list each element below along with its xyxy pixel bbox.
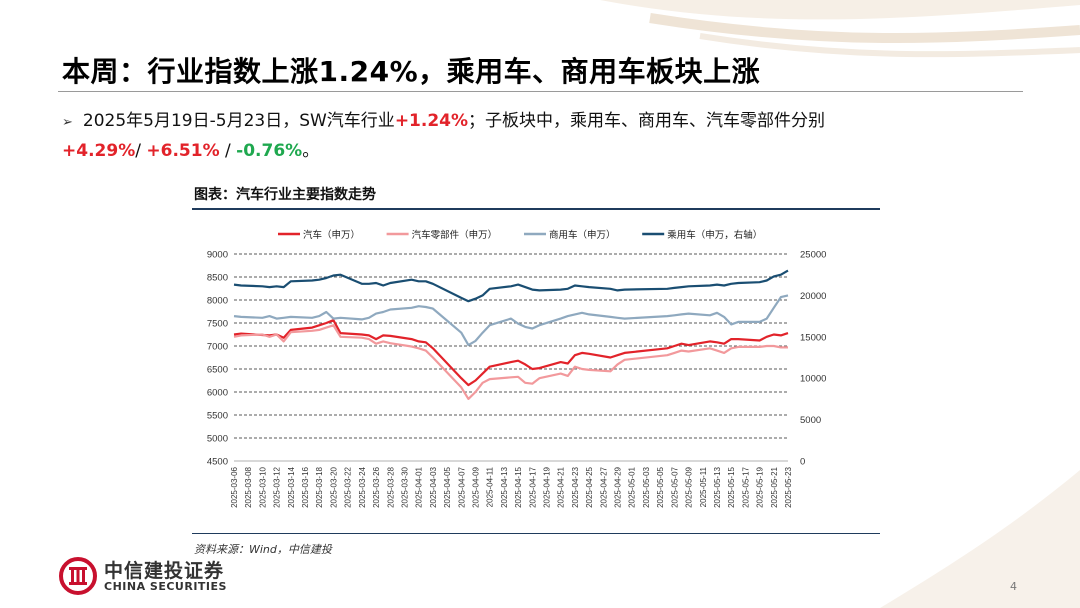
- legend-label: 汽车（申万）: [303, 229, 360, 241]
- x-axis: 2025-03-06 2025-03-08 2025-03-10 2025-03-12…: [230, 466, 793, 507]
- x-tick-label: 2025-04-05: [443, 466, 452, 507]
- series-line: [233, 324, 788, 400]
- y-left-tick-label: 6500: [207, 365, 228, 376]
- bullet-prefix: 2025年5月19日-5月23日，SW汽车行业: [82, 111, 395, 131]
- y-right-tick-label: 20000: [800, 291, 826, 302]
- separator-2: /: [219, 141, 237, 161]
- chart-caption: 图表：汽车行业主要指数走势: [194, 187, 376, 203]
- page-number: 4: [1010, 580, 1017, 593]
- y-left-tick-label: 8500: [207, 273, 228, 284]
- x-tick-label: 2025-04-25: [585, 466, 594, 507]
- x-tick-label: 2025-05-11: [699, 466, 708, 507]
- index-trend-chart: 汽车（申万） 汽车零部件（申万） 商用车（申万） 乘用车（申万，右轴） 4500 500…: [207, 229, 827, 508]
- x-tick-label: 2025-04-27: [599, 466, 608, 507]
- citic-logo-icon: [59, 557, 97, 595]
- x-tick-label: 2025-03-06: [230, 466, 239, 507]
- chart-legend: 汽车（申万） 汽车零部件（申万） 商用车（申万） 乘用车（申万，右轴）: [278, 229, 762, 241]
- y-left-tick-label: 4500: [207, 457, 228, 468]
- x-tick-label: 2025-05-01: [628, 466, 637, 507]
- legend-label: 汽车零部件（申万）: [412, 229, 498, 241]
- page-title: 本周：行业指数上涨1.24%，乘用车、商用车板块上涨: [62, 55, 761, 88]
- x-tick-label: 2025-04-21: [557, 466, 566, 507]
- separator-1: /: [135, 141, 147, 161]
- logo-text-en: CHINA SECURITIES: [104, 580, 227, 593]
- x-tick-label: 2025-03-12: [273, 466, 282, 507]
- x-tick-label: 2025-04-29: [614, 466, 623, 507]
- y-axis-left: 4500 5000 5500 6000 6500 7000 7500 8000 8500 9000: [207, 250, 228, 468]
- x-tick-label: 2025-04-11: [486, 466, 495, 507]
- x-tick-label: 2025-05-13: [713, 466, 722, 507]
- x-tick-label: 2025-05-23: [784, 466, 793, 507]
- x-tick-label: 2025-05-15: [727, 466, 736, 507]
- chart-series: [233, 269, 789, 400]
- parts-change: -0.76%: [236, 141, 303, 161]
- x-tick-label: 2025-04-17: [528, 466, 537, 507]
- x-tick-label: 2025-03-14: [287, 466, 296, 507]
- auto-index-change: +1.24%: [394, 111, 469, 131]
- bullet-suffix: 。: [302, 141, 320, 161]
- legend-label: 商用车（申万）: [549, 229, 616, 241]
- x-tick-label: 2025-04-03: [429, 466, 438, 507]
- logo-text-cn: 中信建投证券: [104, 560, 225, 582]
- x-tick-label: 2025-05-21: [770, 466, 779, 507]
- y-left-tick-label: 8000: [207, 296, 228, 307]
- y-right-tick-label: 0: [800, 457, 805, 468]
- x-tick-label: 2025-05-17: [741, 466, 750, 507]
- x-tick-label: 2025-05-07: [670, 466, 679, 507]
- x-tick-label: 2025-03-26: [372, 466, 381, 507]
- source-note: 资料来源：Wind，中信建投: [194, 543, 332, 556]
- x-tick-label: 2025-03-10: [258, 466, 267, 507]
- x-tick-label: 2025-04-13: [500, 466, 509, 507]
- y-right-tick-label: 5000: [800, 415, 821, 426]
- title-divider: [58, 91, 1023, 92]
- y-left-tick-label: 5500: [207, 411, 228, 422]
- x-tick-label: 2025-03-16: [301, 466, 310, 507]
- y-right-tick-label: 10000: [800, 374, 826, 385]
- legend-label: 乘用车（申万，右轴）: [667, 229, 762, 241]
- x-tick-label: 2025-04-19: [543, 466, 552, 507]
- x-tick-label: 2025-03-18: [315, 466, 324, 507]
- bullet-line-1: ➢ 2025年5月19日-5月23日，SW汽车行业+1.24%；子板块中，乘用车、…: [62, 106, 825, 131]
- x-tick-label: 2025-04-01: [415, 466, 424, 507]
- x-tick-label: 2025-03-30: [400, 466, 409, 507]
- y-left-tick-label: 7000: [207, 342, 228, 353]
- x-tick-label: 2025-05-19: [756, 466, 765, 507]
- series-line: [233, 294, 789, 347]
- x-tick-label: 2025-03-28: [386, 466, 395, 507]
- series-line: [233, 319, 789, 387]
- bullet-arrow-icon: ➢: [62, 115, 73, 130]
- y-right-tick-label: 15000: [800, 332, 826, 343]
- x-tick-label: 2025-05-05: [656, 466, 665, 507]
- x-tick-label: 2025-04-07: [457, 466, 466, 507]
- y-left-tick-label: 7500: [207, 319, 228, 330]
- y-right-tick-label: 25000: [800, 250, 826, 261]
- bullet-line-2: +4.29%/ +6.51% / -0.76%。: [62, 136, 319, 161]
- x-tick-label: 2025-05-03: [642, 466, 651, 507]
- passenger-change: +4.29%: [62, 141, 136, 161]
- x-tick-label: 2025-04-23: [571, 466, 580, 507]
- x-tick-label: 2025-03-24: [358, 466, 367, 507]
- commercial-change: +6.51%: [146, 141, 220, 161]
- y-axis-right: 0 5000 10000 15000 20000 25000: [800, 250, 826, 468]
- x-tick-label: 2025-04-09: [471, 466, 480, 507]
- chart-top-rule: [192, 208, 880, 210]
- x-tick-label: 2025-03-08: [244, 466, 253, 507]
- series-line: [233, 269, 789, 303]
- y-left-tick-label: 9000: [207, 250, 228, 261]
- x-tick-label: 2025-03-22: [344, 466, 353, 507]
- y-left-tick-label: 5000: [207, 434, 228, 445]
- y-left-tick-label: 6000: [207, 388, 228, 399]
- bullet-middle: ；子板块中，乘用车、商用车、汽车零部件分别: [468, 111, 826, 131]
- x-tick-label: 2025-04-15: [514, 466, 523, 507]
- x-tick-label: 2025-03-20: [329, 466, 338, 507]
- x-tick-label: 2025-05-09: [685, 466, 694, 507]
- chart-bottom-rule: [192, 533, 880, 534]
